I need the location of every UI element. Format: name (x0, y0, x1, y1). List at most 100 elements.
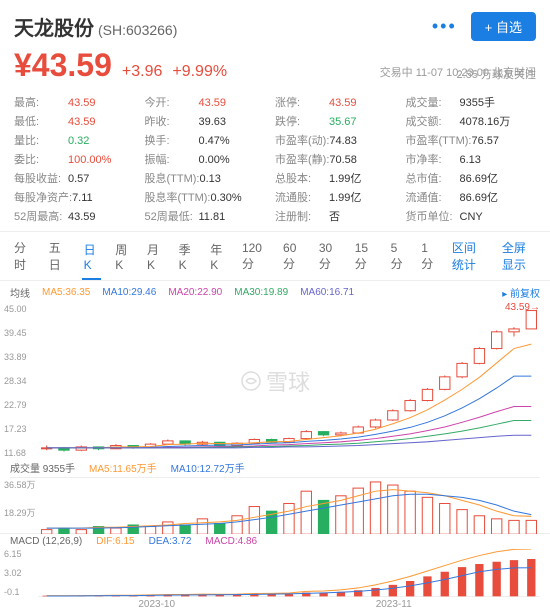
stat-value: 86.69亿 (460, 189, 499, 208)
stat-label: 股息(TTM): (145, 170, 200, 189)
price-change: +3.96 (122, 63, 162, 81)
period-tab[interactable]: 日K (76, 234, 108, 279)
current-price: ¥43.59 (14, 47, 112, 84)
title-left: 天龙股份 (SH:603266) (14, 12, 177, 41)
x-axis: 2023-10 2023-11 (0, 597, 550, 614)
stat-value: 0.32 (68, 132, 89, 151)
stat-label: 最高: (14, 94, 68, 113)
stat-value: 74.83 (329, 132, 357, 151)
title-row: 天龙股份 (SH:603266) ••• + 自选 (14, 12, 536, 41)
stat-label: 成交额: (406, 113, 460, 132)
macd-chart[interactable]: 6.153.02-0.1 (10, 549, 540, 597)
title-right: ••• + 自选 (432, 12, 536, 41)
adjust-type[interactable]: ▸ 前复权 (502, 285, 540, 300)
stat-label: 市净率: (406, 151, 460, 170)
stat-value: 9355手 (460, 94, 495, 113)
stat-label: 注册制: (275, 208, 329, 227)
stat-value: 76.57 (471, 132, 499, 151)
stat-label: 总市值: (406, 170, 460, 189)
stat-item: 注册制:否 (275, 208, 406, 227)
stat-label: 量比: (14, 132, 68, 151)
period-tab[interactable]: 30分 (311, 234, 347, 279)
stat-value: 100.00% (68, 151, 111, 170)
market-status: 交易中 11-07 10:23:00 北京时间 (380, 64, 536, 80)
stat-label: 总股本: (275, 170, 329, 189)
stat-value: 86.69亿 (460, 170, 499, 189)
stat-label: 委比: (14, 151, 68, 170)
candlestick-chart[interactable]: 45.0039.4533.8928.3422.7917.2311.68 雪球 4… (10, 304, 540, 458)
period-tab[interactable]: 周K (107, 234, 139, 279)
vol-ma10: MA10:12.72万手 (171, 460, 245, 475)
stat-item: 每股收益:0.57 (14, 170, 145, 189)
stat-item: 货币单位:CNY (406, 208, 537, 227)
ma-legend: 均线 MA5:36.35 MA10:29.46 MA20:22.90 MA30:… (0, 281, 550, 304)
stat-item: 股息率(TTM):0.30% (145, 189, 276, 208)
period-tab[interactable]: 120分 (234, 234, 275, 279)
stat-label: 市盈率(动): (275, 132, 329, 151)
stat-item: 成交量:9355手 (406, 94, 537, 113)
stat-value: 70.58 (329, 151, 357, 170)
period-tab[interactable]: 15分 (347, 234, 383, 279)
stat-item: 今开:43.59 (145, 94, 276, 113)
stat-value: 0.30% (210, 189, 241, 208)
ma30-value: MA30:19.89 (234, 287, 288, 298)
stat-value: 否 (329, 208, 340, 227)
stat-item: 市盈率(静):70.58 (275, 151, 406, 170)
stat-label: 跌停: (275, 113, 329, 132)
period-tab[interactable]: 月K (139, 234, 171, 279)
stat-item: 每股净资产:7.11 (14, 189, 145, 208)
stat-label: 成交量: (406, 94, 460, 113)
stat-item: 昨收:39.63 (145, 113, 276, 132)
ma60-value: MA60:16.71 (300, 287, 354, 298)
volume-label: 成交量 9355手 (10, 460, 75, 475)
stat-label: 市盈率(TTM): (406, 132, 472, 151)
ma5-value: MA5:36.35 (42, 287, 90, 298)
stat-item: 最低:43.59 (14, 113, 145, 132)
period-tab[interactable]: 5分 (383, 234, 414, 279)
vol-canvas (38, 478, 540, 534)
tab-action[interactable]: 全屏显示 (494, 232, 544, 280)
period-tabs: 分时五日日K周K月K季K年K120分60分30分15分5分1分区间统计全屏显示 (0, 232, 550, 281)
stat-label: 流通值: (406, 189, 460, 208)
period-tab[interactable]: 季K (171, 234, 203, 279)
stock-code: (SH:603266) (98, 22, 177, 38)
macd-y-axis: 6.153.02-0.1 (4, 549, 36, 597)
stat-label: 涨停: (275, 94, 329, 113)
stat-item: 振幅:0.00% (145, 151, 276, 170)
more-icon[interactable]: ••• (432, 16, 457, 37)
stat-label: 股息率(TTM): (145, 189, 211, 208)
period-tab[interactable]: 1分 (413, 234, 444, 279)
stat-item: 总市值:86.69亿 (406, 170, 537, 189)
stat-value: 0.47% (199, 132, 230, 151)
period-tab[interactable]: 分时 (6, 232, 41, 280)
stat-item: 52周最低:11.81 (145, 208, 276, 227)
stat-item: 市净率:6.13 (406, 151, 537, 170)
stat-value: CNY (460, 208, 483, 227)
stat-label: 货币单位: (406, 208, 460, 227)
stat-label: 今开: (145, 94, 199, 113)
stat-label: 换手: (145, 132, 199, 151)
stat-item: 跌停:35.67 (275, 113, 406, 132)
stat-value: 43.59 (68, 113, 96, 132)
macd-value: MACD:4.86 (205, 536, 257, 547)
stat-value: 6.13 (460, 151, 481, 170)
price-change-pct: +9.99% (172, 63, 227, 81)
volume-legend: 成交量 9355手 MA5:11.65万手 MA10:12.72万手 (0, 458, 550, 477)
stat-value: 4078.16万 (460, 113, 511, 132)
add-watchlist-button[interactable]: + 自选 (471, 12, 536, 41)
stat-item: 总股本:1.99亿 (275, 170, 406, 189)
stat-value: 0.57 (68, 170, 89, 189)
stat-item: 流通值:86.69亿 (406, 189, 537, 208)
volume-chart[interactable]: 36.58万18.29万 (10, 477, 540, 533)
macd-legend: MACD (12,26,9) DIF:6.15 DEA:3.72 MACD:4.… (0, 533, 550, 549)
dea-value: DEA:3.72 (149, 536, 192, 547)
period-tab[interactable]: 60分 (275, 234, 311, 279)
stat-label: 最低: (14, 113, 68, 132)
stat-value: 1.99亿 (329, 170, 361, 189)
stat-item: 最高:43.59 (14, 94, 145, 113)
tab-action[interactable]: 区间统计 (444, 232, 494, 280)
ma20-value: MA20:22.90 (168, 287, 222, 298)
period-tab[interactable]: 五日 (41, 232, 76, 280)
period-tab[interactable]: 年K (202, 234, 234, 279)
stat-label: 流通股: (275, 189, 329, 208)
